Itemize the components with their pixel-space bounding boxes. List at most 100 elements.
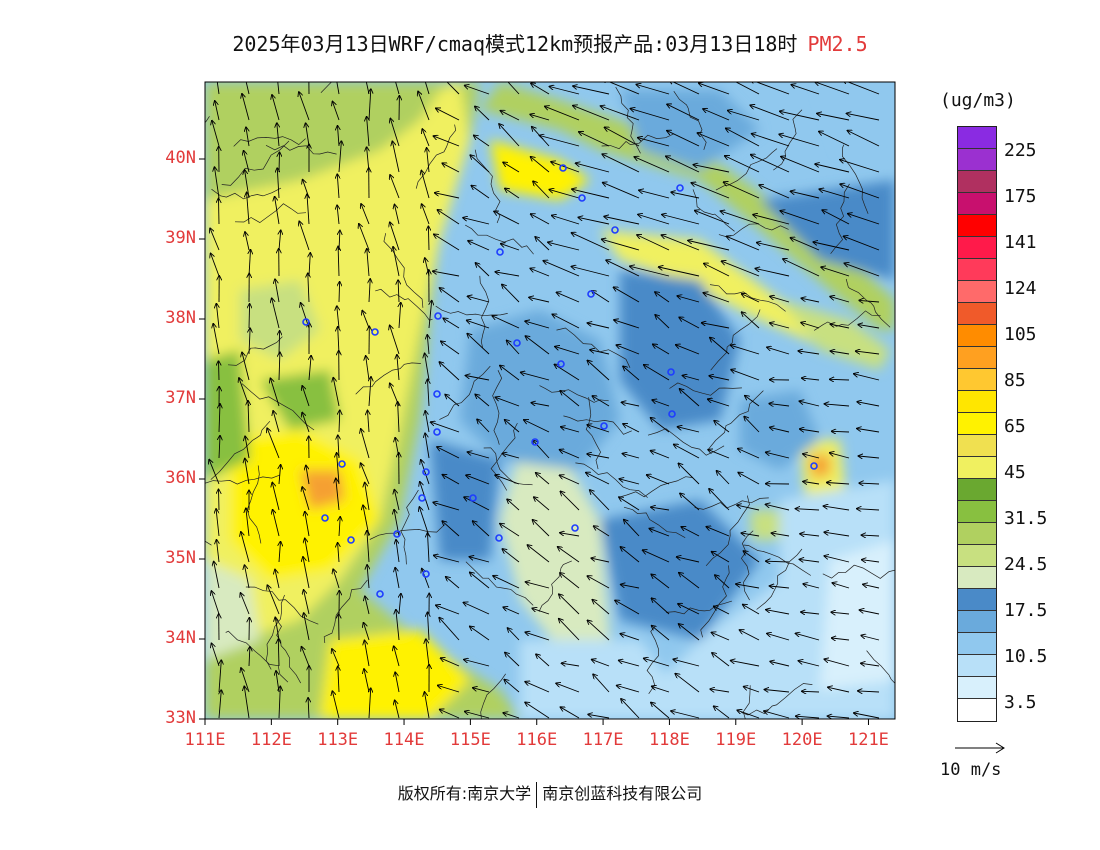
wind-vector bbox=[636, 85, 670, 95]
wind-vector bbox=[501, 111, 520, 121]
boundary-line bbox=[415, 124, 457, 189]
wind-vector bbox=[361, 204, 370, 225]
wind-vector bbox=[302, 487, 310, 511]
colorbar-cell bbox=[958, 325, 996, 347]
wind-vector bbox=[637, 235, 670, 251]
wind-vector bbox=[728, 111, 760, 121]
wind-vector bbox=[500, 524, 520, 537]
wind-vector bbox=[715, 575, 730, 589]
copyright-divider bbox=[536, 781, 538, 808]
wind-vector bbox=[468, 296, 490, 303]
wind-vector bbox=[623, 366, 640, 381]
wind-vector bbox=[750, 105, 790, 121]
wind-vector bbox=[492, 316, 520, 329]
wind-vector bbox=[770, 662, 790, 667]
city-marker bbox=[433, 390, 441, 398]
wind-vector bbox=[365, 641, 370, 667]
wind-vector bbox=[333, 569, 340, 589]
wind-vector bbox=[590, 490, 610, 511]
wind-vector bbox=[535, 237, 550, 251]
colorbar-cell bbox=[958, 435, 996, 457]
city-marker bbox=[434, 312, 442, 320]
wind-vector bbox=[801, 323, 820, 329]
boundary-line bbox=[483, 447, 533, 486]
wind-vector bbox=[615, 600, 640, 615]
wind-vector bbox=[744, 687, 760, 693]
wind-vector bbox=[470, 155, 490, 173]
wind-vector bbox=[699, 83, 730, 95]
boundary-line bbox=[465, 561, 534, 606]
wind-vector bbox=[620, 634, 640, 641]
wind-vector bbox=[338, 327, 339, 355]
wind-vector bbox=[679, 317, 700, 329]
wind-vector bbox=[505, 653, 520, 667]
wind-vector bbox=[742, 294, 760, 303]
wind-vector bbox=[630, 266, 670, 277]
wind-vector bbox=[578, 217, 610, 225]
wind-vector bbox=[755, 269, 790, 277]
wind-vector bbox=[677, 296, 700, 303]
wind-vector bbox=[859, 483, 880, 484]
wind-vector bbox=[659, 267, 700, 277]
wind-vector bbox=[503, 607, 520, 615]
boundary-line bbox=[845, 278, 891, 328]
wind-vector bbox=[638, 138, 670, 147]
wind-vector bbox=[671, 192, 700, 199]
boundary-line bbox=[710, 309, 761, 371]
boundary-line bbox=[274, 617, 302, 684]
city-marker bbox=[422, 468, 430, 476]
wind-vector bbox=[495, 272, 520, 277]
wind-vector bbox=[592, 660, 610, 667]
wind-vector bbox=[845, 263, 880, 277]
wind-vector bbox=[275, 570, 280, 589]
colorbar-unit: (ug/m3) bbox=[940, 90, 1016, 111]
wind-vector bbox=[219, 690, 221, 719]
wind-vector bbox=[831, 351, 850, 355]
wind-vector bbox=[216, 509, 220, 537]
wind-vector bbox=[770, 296, 790, 303]
wind-vector bbox=[735, 82, 760, 95]
wind-vector bbox=[592, 396, 610, 407]
wind-vector bbox=[644, 365, 670, 381]
lon-label: 120E bbox=[781, 730, 823, 750]
colorbar-cell bbox=[958, 567, 996, 589]
wind-vector bbox=[464, 660, 490, 667]
wind-vector bbox=[791, 238, 820, 251]
wind-vector bbox=[856, 351, 880, 355]
wind-vector bbox=[337, 306, 339, 329]
wind-vector bbox=[359, 224, 370, 251]
wind-vector bbox=[667, 104, 700, 121]
wind-vector bbox=[857, 402, 880, 407]
lon-label: 118E bbox=[648, 730, 690, 750]
wind-vector bbox=[828, 687, 850, 693]
wind-vector bbox=[275, 617, 280, 641]
wind-vector bbox=[560, 391, 580, 407]
wind-vector bbox=[428, 227, 429, 251]
wind-vector bbox=[306, 123, 310, 147]
wind-vector bbox=[822, 210, 850, 225]
colorbar-label: 124 bbox=[1004, 278, 1037, 299]
wind-vector bbox=[827, 483, 850, 485]
wind-vector bbox=[619, 660, 640, 667]
wind-vector bbox=[245, 565, 250, 589]
colorbar-label: 105 bbox=[1004, 324, 1037, 345]
wind-vector bbox=[791, 191, 820, 199]
wind-vector bbox=[419, 507, 430, 537]
wind-vector bbox=[602, 82, 640, 95]
wind-vector bbox=[803, 482, 820, 485]
colorbar-cell bbox=[958, 523, 996, 545]
wind-vector bbox=[572, 267, 610, 277]
wind-vector bbox=[678, 604, 700, 615]
wind-vector bbox=[714, 421, 730, 433]
wind-vector bbox=[425, 433, 430, 459]
wind-vector bbox=[722, 261, 760, 277]
wind-vector bbox=[602, 154, 640, 173]
wind-vector bbox=[800, 559, 820, 562]
boundary-line bbox=[709, 284, 786, 312]
wind-vector bbox=[858, 691, 880, 692]
lon-label: 121E bbox=[847, 730, 889, 750]
wind-vector bbox=[426, 639, 430, 667]
boundary-line bbox=[742, 685, 751, 719]
title-main: 2025年03月13日WRF/cmaq模式12km预报产品:03月13日18时 bbox=[232, 32, 798, 56]
